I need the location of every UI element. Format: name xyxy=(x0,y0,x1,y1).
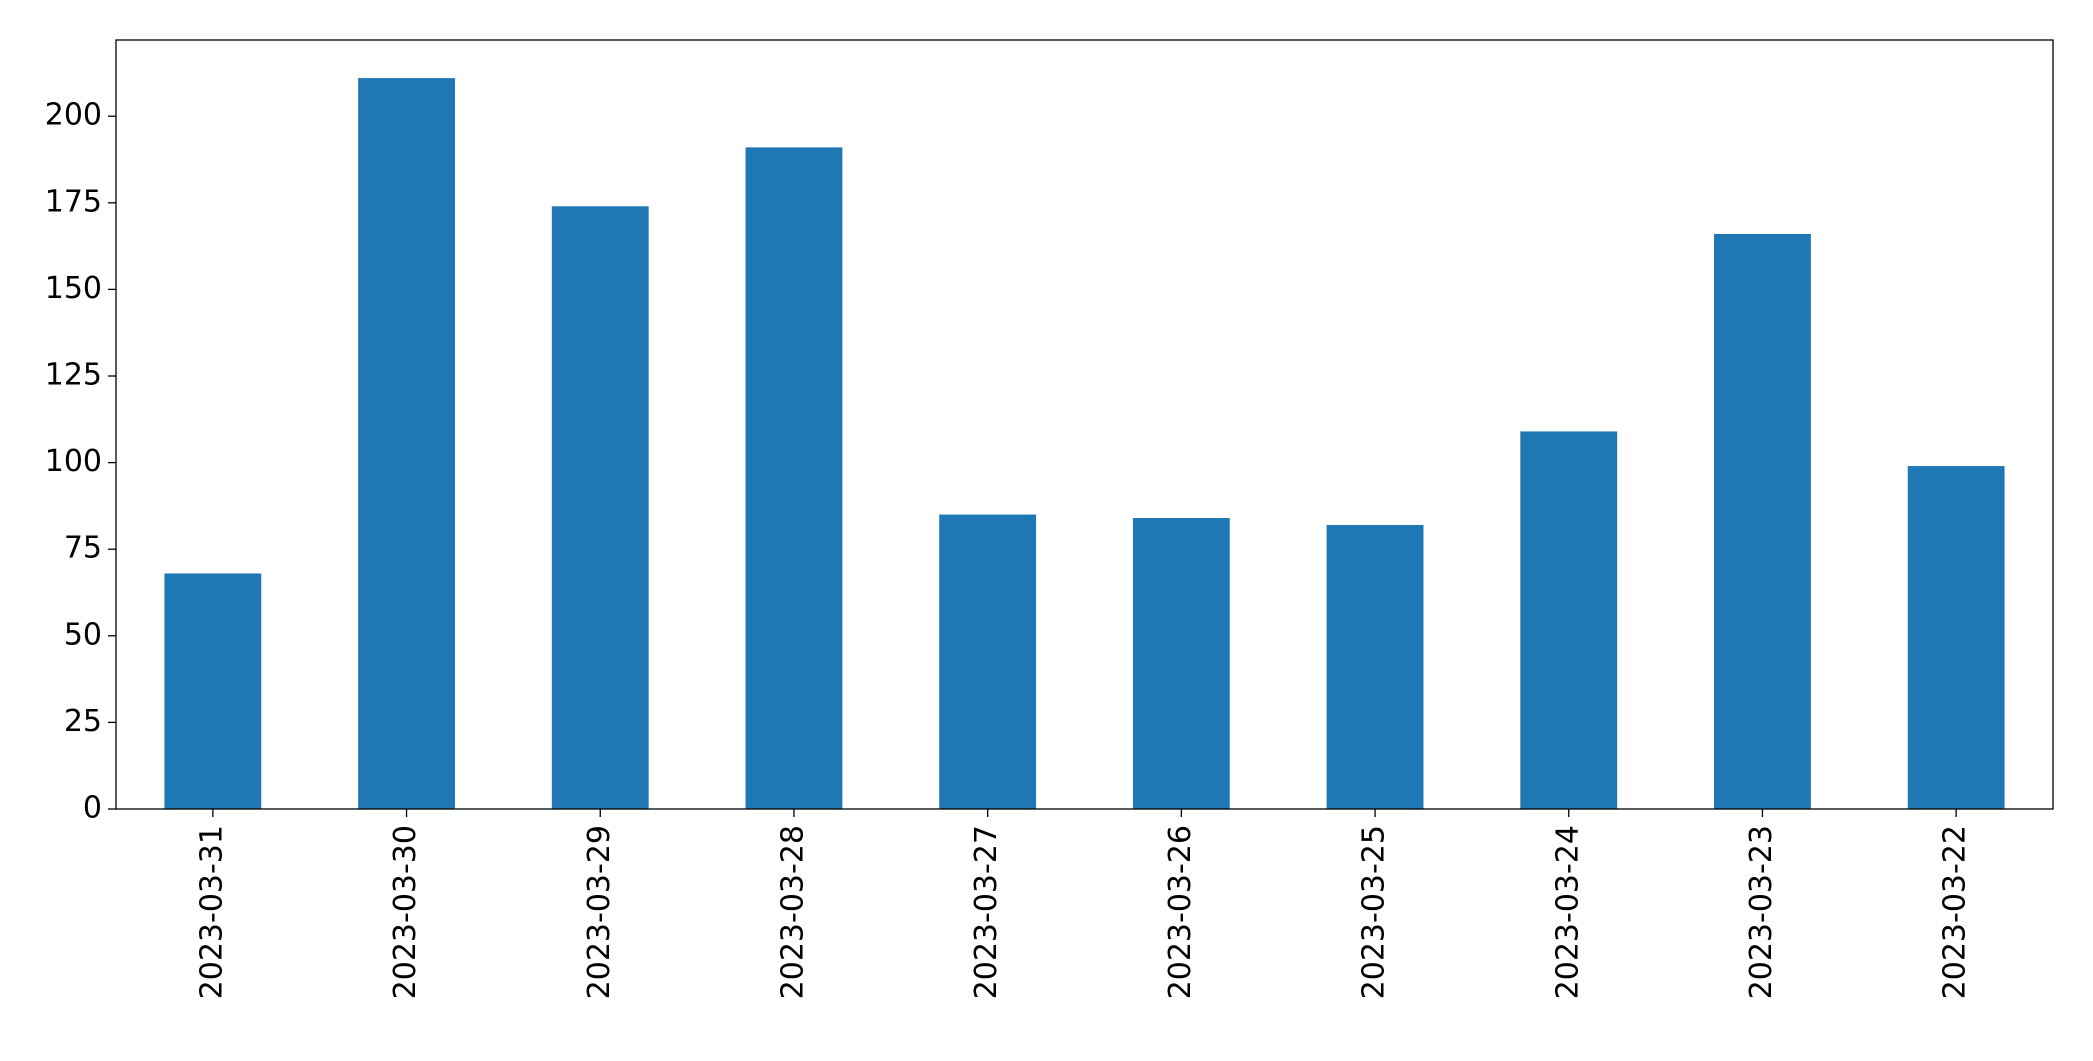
x-tick-label: 2023-03-22 xyxy=(1938,825,1973,999)
bar xyxy=(1520,431,1618,809)
axes-frame xyxy=(115,39,2054,810)
x-tick-label: 2023-03-27 xyxy=(969,825,1004,999)
x-tick-label: 2023-03-29 xyxy=(582,825,617,999)
y-tick-label: 175 xyxy=(45,184,102,219)
y-tick-label: 200 xyxy=(45,98,102,133)
y-tick-label: 150 xyxy=(45,271,102,306)
x-tick-label: 2023-03-24 xyxy=(1550,825,1585,999)
bar xyxy=(939,514,1037,809)
y-tick-label: 50 xyxy=(64,617,102,652)
y-tick-label: 125 xyxy=(45,358,102,393)
bar xyxy=(1132,518,1230,809)
bar xyxy=(164,573,262,809)
bar xyxy=(358,78,455,809)
x-tick-label: 2023-03-30 xyxy=(388,825,423,999)
y-tick-label: 0 xyxy=(83,791,102,826)
bar xyxy=(551,206,649,809)
y-tick-label: 100 xyxy=(45,444,102,479)
bar xyxy=(745,147,843,810)
x-tick-label: 2023-03-25 xyxy=(1357,825,1392,999)
y-tick-label: 25 xyxy=(64,704,102,739)
bar xyxy=(1907,466,2005,809)
x-tick-label: 2023-03-31 xyxy=(194,825,229,999)
bar xyxy=(1326,524,1424,809)
x-tick-label: 2023-03-26 xyxy=(1163,825,1198,999)
x-tick-label: 2023-03-23 xyxy=(1744,825,1779,999)
y-tick-label: 75 xyxy=(64,531,102,566)
bar xyxy=(1714,233,1811,809)
x-tick-label: 2023-03-28 xyxy=(775,825,810,999)
